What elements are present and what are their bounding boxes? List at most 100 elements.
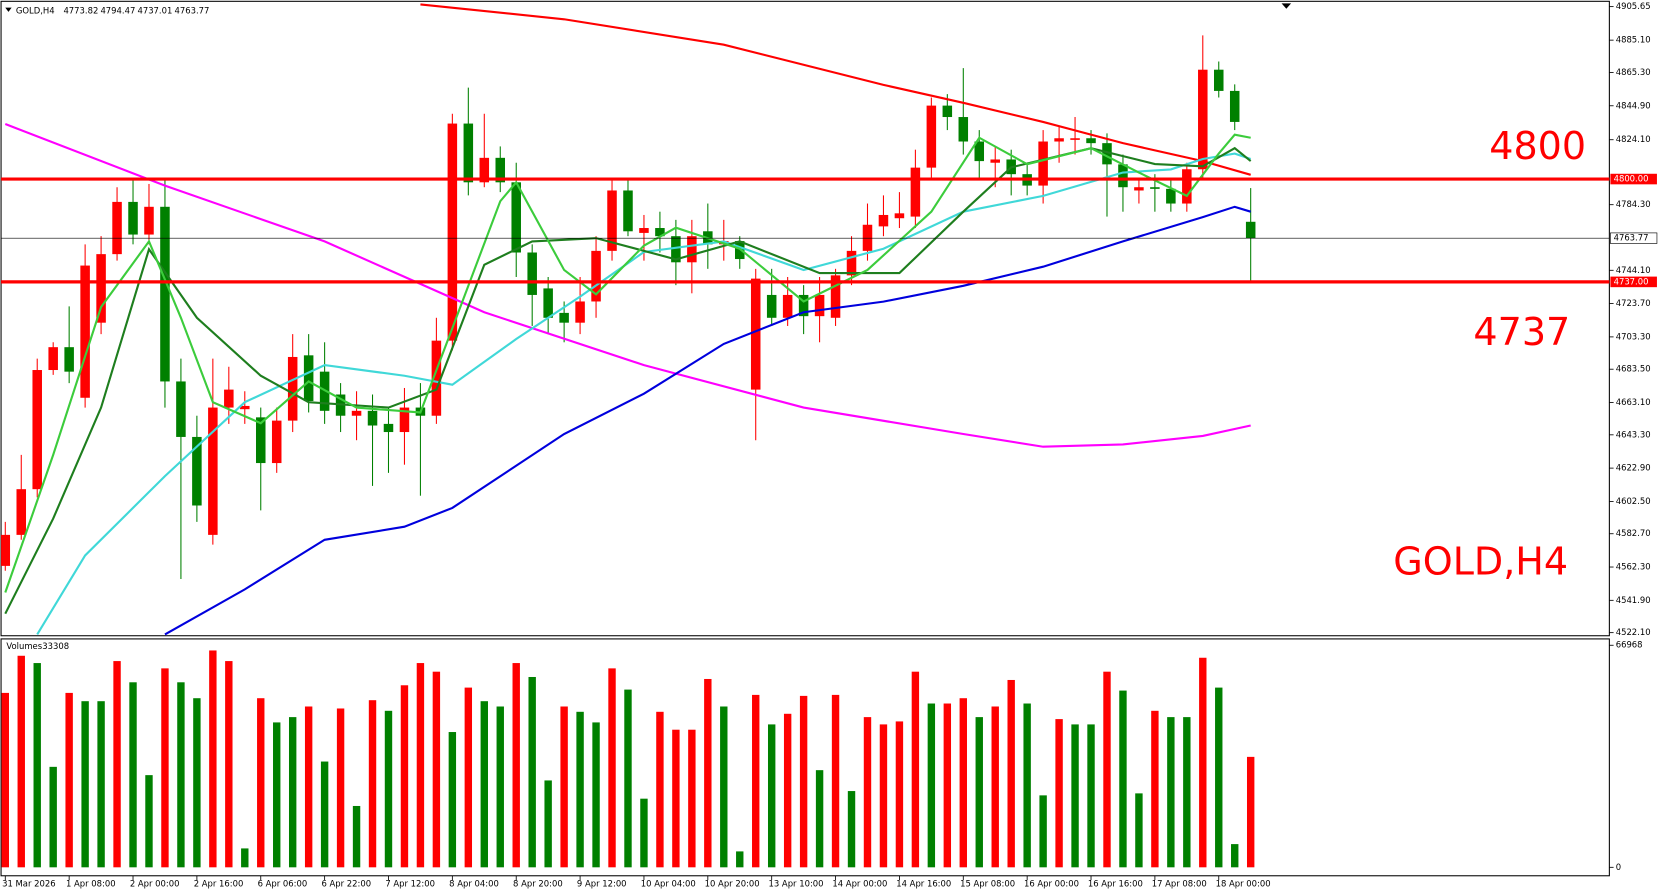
- menu-triangle[interactable]: [5, 7, 12, 12]
- candle-body: [431, 340, 442, 416]
- candle-body: [671, 236, 681, 263]
- plot-area: [1, 3, 1256, 636]
- volume-bar: [815, 770, 824, 868]
- candle-body: [1086, 138, 1096, 144]
- level-annotation: 4737: [1473, 310, 1570, 354]
- y-tick-label: 4824.10: [1616, 134, 1651, 144]
- volume-bar: [783, 713, 792, 868]
- volume-bar: [193, 698, 201, 868]
- volume-bar: [656, 711, 664, 868]
- high-header: 4794.47: [100, 5, 135, 15]
- moving-average: [36, 152, 1252, 635]
- candle-body: [160, 206, 170, 382]
- candle-body: [575, 301, 585, 323]
- volume-bar: [65, 692, 73, 868]
- y-tick-label: 4885.10: [1616, 35, 1651, 45]
- candle-body: [1118, 164, 1128, 188]
- volume-bar: [767, 724, 776, 868]
- candle-body: [224, 389, 234, 408]
- y-tick-label: 4844.90: [1616, 100, 1651, 110]
- candle-body: [1229, 90, 1240, 122]
- candle-body: [208, 407, 218, 535]
- candle-body: [527, 252, 537, 295]
- volume-bar: [1055, 719, 1063, 868]
- candle-body: [287, 356, 298, 421]
- candle-body: [176, 381, 186, 437]
- volume-bar: [512, 663, 520, 868]
- candle-body: [1054, 138, 1064, 142]
- y-tick-label: 4562.30: [1616, 562, 1651, 572]
- x-tick-label: 10 Apr 20:00: [705, 879, 760, 889]
- volume-bar: [736, 851, 744, 868]
- volume-panel: [0, 638, 1610, 877]
- level-label: 4737.00: [1614, 276, 1649, 286]
- candle-body: [271, 420, 282, 464]
- volume-bar: [352, 805, 361, 868]
- volume-bar: [943, 703, 952, 868]
- level-annotation: 4800: [1489, 124, 1586, 168]
- moving-average: [420, 3, 1251, 176]
- y-tick-label: 4683.50: [1616, 364, 1651, 374]
- candle-body: [750, 278, 761, 390]
- candle-body: [351, 410, 362, 416]
- candle-body: [623, 190, 633, 232]
- x-tick-label: 7 Apr 12:00: [385, 879, 435, 889]
- volume-bar: [49, 766, 57, 868]
- volume-header-value: 33308: [42, 641, 69, 651]
- low-header: 4737.01: [137, 5, 172, 15]
- candle-body: [1102, 143, 1112, 165]
- x-tick-label: 6 Apr 22:00: [321, 879, 371, 889]
- candle-body: [192, 436, 202, 506]
- candle-body: [463, 123, 474, 183]
- volume-bar: [1246, 756, 1255, 868]
- volume-bar: [879, 724, 888, 868]
- volume-bar: [1215, 687, 1223, 868]
- volume-bar: [688, 729, 696, 868]
- candle-body: [814, 294, 825, 317]
- volume-bar: [33, 663, 41, 868]
- y-tick-label: 4541.90: [1616, 595, 1651, 605]
- volume-bar: [17, 655, 25, 868]
- candle-body: [1070, 138, 1080, 140]
- x-tick-label: 1 Apr 08:00: [66, 879, 116, 889]
- volume-bar: [464, 687, 473, 868]
- candle-body: [639, 228, 649, 233]
- volume-bar: [145, 775, 153, 868]
- x-tick-label: 18 Apr 00:00: [1216, 879, 1271, 889]
- candle-body: [96, 254, 106, 323]
- x-tick-label: 8 Apr 04:00: [449, 879, 499, 889]
- current-price-box: [1610, 232, 1658, 244]
- volume-bar: [177, 682, 185, 868]
- volume-bar: [113, 661, 121, 868]
- candle-body: [367, 410, 378, 426]
- y-tick-label: 4522.10: [1616, 627, 1651, 637]
- candle-body: [383, 423, 394, 433]
- y-tick-label: 4784.30: [1616, 199, 1651, 209]
- candle-body: [511, 182, 521, 253]
- x-tick-label: 31 Mar 2026: [2, 879, 56, 889]
- x-tick-label: 2 Apr 16:00: [194, 879, 244, 889]
- candle-body: [1182, 169, 1192, 204]
- volume-bar: [368, 700, 377, 868]
- volume-bar: [1183, 717, 1191, 868]
- volume-bar: [895, 721, 904, 868]
- volume-bar: [81, 701, 89, 868]
- main-panel: [0, 0, 1610, 637]
- candle-body: [303, 355, 314, 402]
- candle-body: [495, 157, 506, 183]
- x-tick-label: 14 Apr 00:00: [832, 879, 887, 889]
- candle-body: [144, 206, 154, 235]
- y-tick-label: 4703.30: [1616, 331, 1651, 341]
- candle-body: [974, 141, 985, 162]
- volume-bar: [927, 703, 936, 868]
- volume-bar: [831, 694, 840, 868]
- close-header: 4763.77: [174, 5, 209, 15]
- candle-body: [1, 534, 11, 566]
- x-tick-label: 6 Apr 06:00: [258, 879, 308, 889]
- volume-bar: [1167, 717, 1175, 868]
- volume-bar: [432, 671, 441, 868]
- candle-body: [1198, 69, 1208, 170]
- symbol-annotation: GOLD,H4: [1393, 539, 1568, 583]
- moving-average: [164, 205, 1252, 636]
